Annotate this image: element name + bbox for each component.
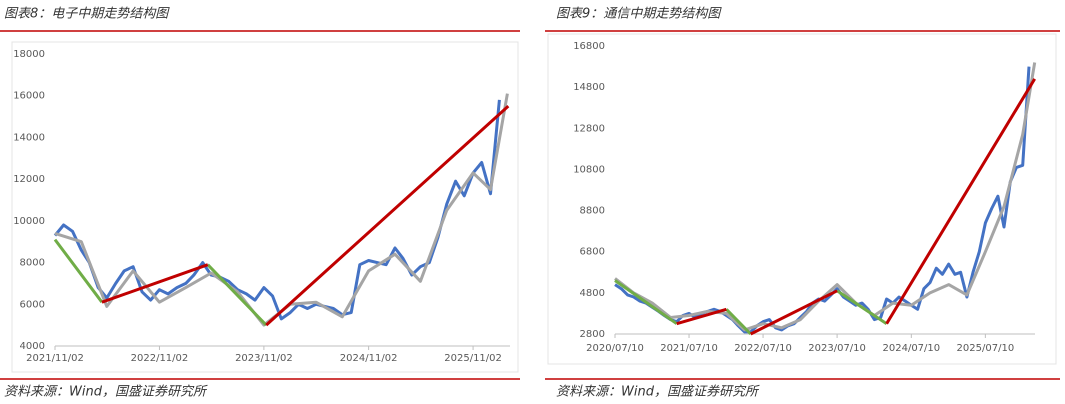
y-tick-label: 6800 <box>580 247 605 258</box>
y-tick-label: 2800 <box>580 329 605 340</box>
y-tick-label: 16800 <box>573 41 605 52</box>
x-tick-label: 2023/11/02 <box>235 353 293 364</box>
y-tick-label: 6000 <box>20 299 45 310</box>
source-note: 资料来源：Wind，国盛证券研究所 <box>4 384 208 400</box>
x-tick-label: 2024/11/02 <box>340 353 398 364</box>
y-tick-label: 10000 <box>13 216 45 227</box>
x-tick-label: 2023/07/10 <box>808 343 866 354</box>
x-tick-label: 2020/07/10 <box>586 343 644 354</box>
series-line <box>53 99 501 321</box>
series-line <box>614 279 888 336</box>
y-tick-label: 10800 <box>573 164 605 175</box>
source-note: 资料来源：Wind，国盛证券研究所 <box>556 384 760 400</box>
y-tick-label: 8800 <box>580 206 605 217</box>
panel <box>547 33 1057 365</box>
y-tick-label: 4000 <box>20 341 45 352</box>
y-tick-label: 14000 <box>13 132 45 143</box>
x-tick-label: 2025/07/10 <box>957 343 1015 354</box>
series-line <box>54 93 509 327</box>
chart-title: 图表8：电子中期走势结构图 <box>4 7 170 22</box>
series-line <box>101 104 510 327</box>
y-tick-label: 18000 <box>13 49 45 60</box>
x-tick-label: 2025/11/02 <box>444 353 502 364</box>
panel <box>11 41 519 373</box>
series-line <box>53 238 268 327</box>
x-tick-label: 2021/07/10 <box>660 343 718 354</box>
series-line <box>614 62 1037 332</box>
x-tick-label: 2024/07/10 <box>883 343 941 354</box>
y-tick-label: 16000 <box>13 91 45 102</box>
x-tick-label: 2022/07/10 <box>734 343 792 354</box>
y-tick-label: 12000 <box>13 174 45 185</box>
series-line <box>676 78 1036 336</box>
y-tick-label: 8000 <box>20 258 45 269</box>
y-tick-label: 4800 <box>580 288 605 299</box>
y-tick-label: 14800 <box>573 82 605 93</box>
x-tick-label: 2022/11/02 <box>131 353 189 364</box>
y-tick-label: 12800 <box>573 123 605 134</box>
chart-title: 图表9：通信中期走势结构图 <box>556 7 722 22</box>
x-tick-label: 2021/11/02 <box>26 353 84 364</box>
